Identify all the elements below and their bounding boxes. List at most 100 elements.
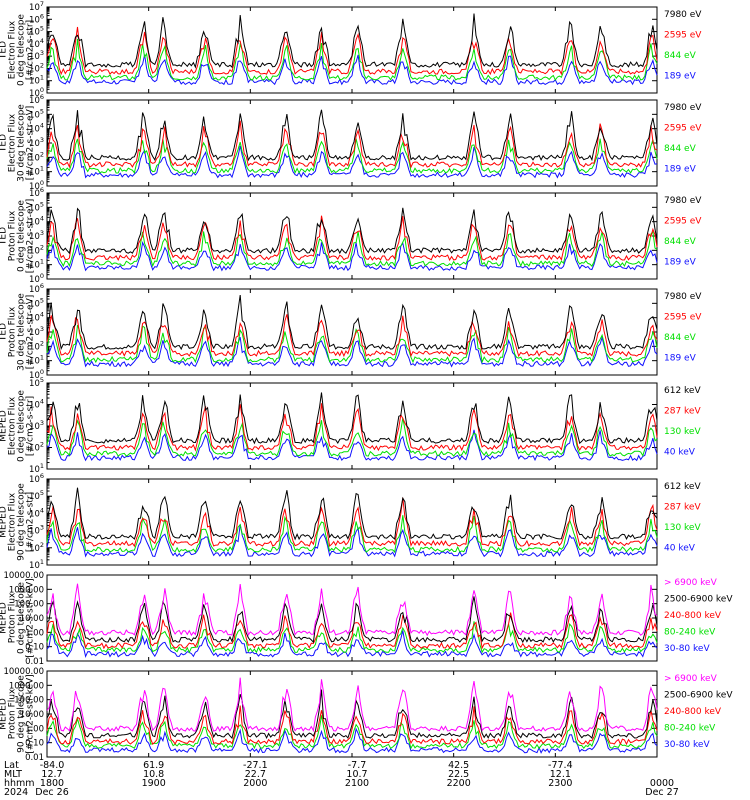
y-label-line: MEPED	[0, 410, 9, 442]
legend-entry: 844 eV	[664, 51, 697, 61]
y-label-line: Proton Flux	[8, 210, 18, 261]
y-tick-label: 100.00	[14, 696, 44, 706]
y-label-line: TED	[0, 323, 9, 342]
legend-entry: 40 keV	[664, 447, 696, 457]
footer-value: Dec 26	[35, 787, 69, 798]
y-label-line: [#/cm2-s-str]	[26, 20, 36, 80]
series-trace-blue	[46, 240, 658, 272]
y-tick-label: 100.00	[14, 600, 44, 610]
series-trace-blue	[46, 335, 658, 368]
y-tick-label: 101	[29, 558, 44, 571]
legend-entry: 189 eV	[664, 257, 697, 267]
legend-entry: 2500-6900 keV	[664, 691, 733, 701]
footer-value: Dec 27	[645, 787, 679, 798]
footer-value: 2000	[243, 778, 267, 789]
y-label-line: [#/cm2-s-str-eV]	[26, 199, 36, 274]
footer-value: 22.7	[245, 769, 266, 780]
y-label-line: 0 deg telescope	[17, 14, 27, 86]
panel-y-label: MEPED Electron Flux 90 deg telescope [#/cm2…	[0, 483, 36, 561]
legend-entry: 7980 eV	[664, 103, 702, 113]
series-trace-red	[46, 120, 658, 169]
y-label-line: Electron Flux	[8, 492, 18, 551]
series-trace-black	[46, 596, 658, 644]
series-trace-red	[46, 612, 658, 650]
series-trace-green	[46, 621, 658, 654]
y-tick-label: 1.00	[25, 724, 44, 734]
footer-value: -7.7	[348, 760, 367, 771]
y-label-line: TED	[0, 134, 9, 153]
legend-entry: 7980 eV	[664, 196, 702, 206]
legend-entry: > 6900 keV	[664, 578, 718, 588]
legend-entry: 30-80 keV	[664, 644, 710, 654]
legend-entry: 130 keV	[664, 427, 701, 437]
footer-value: 0000	[650, 778, 674, 789]
series-trace-blue	[46, 524, 658, 558]
y-label-line: TED	[0, 41, 9, 60]
y-label-line: MEPED	[0, 506, 9, 538]
y-label-line: [#/cm2-s-str-keV]	[26, 674, 36, 753]
y-tick-label: 1.00	[25, 628, 44, 638]
legend-entry: 287 keV	[664, 502, 701, 512]
footer-value: 22.5	[448, 769, 469, 780]
y-label-line: 0 deg telescope	[17, 582, 27, 654]
series-trace-black	[46, 295, 658, 351]
series-trace-blue	[46, 429, 658, 462]
legend-entry: 844 eV	[664, 333, 697, 343]
legend-entry: 2595 eV	[664, 312, 702, 322]
legend-entry: 7980 eV	[664, 292, 702, 302]
y-label-line: MEPED	[0, 602, 9, 634]
y-label-line: Proton Flux	[8, 306, 18, 357]
y-label-line: MEPED	[0, 698, 9, 730]
legend-entry: 189 eV	[664, 164, 697, 174]
legend-entry: 287 keV	[664, 406, 701, 416]
series-trace-black	[46, 689, 658, 740]
footer-value: -27.1	[243, 760, 268, 771]
y-label-line: 30 deg telescope	[17, 104, 27, 182]
y-label-line: 0 deg telescope	[17, 200, 27, 272]
panel-y-label: MEPED Proton Flux 90 deg telescope [#/cm2-s…	[0, 674, 36, 753]
panel-y-label: TED Proton Flux 0 deg telescope [#/cm2-s-st…	[0, 199, 36, 274]
footer-value: 1800	[40, 778, 64, 789]
y-tick-label: 0.10	[25, 643, 44, 653]
legend-entry: 2595 eV	[664, 30, 702, 40]
footer-value: 10.7	[346, 769, 367, 780]
legend-entry: 612 keV	[664, 482, 701, 492]
series-trace-black	[46, 109, 658, 162]
footer-value: 42.5	[448, 760, 469, 771]
series-trace-green	[46, 417, 658, 457]
y-label-line: Electron Flux	[8, 20, 18, 79]
footer-value: -84.0	[40, 760, 65, 771]
legend-entry: 7980 eV	[664, 10, 702, 20]
series-trace-magenta	[46, 583, 658, 637]
panel-y-label: MEPED Proton Flux 0 deg telescope [#/cm2-s-…	[0, 578, 36, 657]
series-trace-red	[46, 403, 658, 452]
series-trace-blue	[46, 727, 658, 754]
series-trace-black	[46, 487, 658, 541]
series-trace-black	[46, 13, 658, 69]
series-trace-blue	[46, 630, 658, 658]
legend-entry: > 6900 keV	[664, 674, 718, 684]
legend-entry: 2595 eV	[664, 123, 702, 133]
series-trace-red	[46, 705, 658, 746]
legend-entry: 80-240 keV	[664, 724, 716, 734]
y-label-line: 30 deg telescope	[17, 293, 27, 371]
legend-entry: 189 eV	[664, 353, 697, 363]
y-label-line: [#/cm2-s-str-eV]	[26, 295, 36, 370]
legend-entry: 2500-6900 keV	[664, 595, 733, 605]
footer-value: 2100	[345, 778, 369, 789]
footer-row-label: MLT	[4, 769, 22, 780]
series-trace-green	[46, 324, 658, 364]
y-label-line: Proton Flux	[8, 688, 18, 739]
series-trace-blue	[46, 145, 658, 179]
y-label-line: 90 deg telescope	[17, 675, 27, 753]
y-tick-label: 1000.00	[9, 585, 44, 595]
y-tick-label: 107	[29, 0, 44, 13]
footer-value: -77.4	[548, 760, 573, 771]
series-trace-green	[46, 230, 658, 268]
legend-entry: 130 keV	[664, 523, 701, 533]
footer-value: 2200	[447, 778, 471, 789]
panel-y-label: TED Proton Flux 30 deg telescope [#/cm2-s-s…	[0, 293, 36, 371]
panel-frame	[46, 192, 658, 280]
y-label-line: 90 deg telescope	[17, 483, 27, 561]
